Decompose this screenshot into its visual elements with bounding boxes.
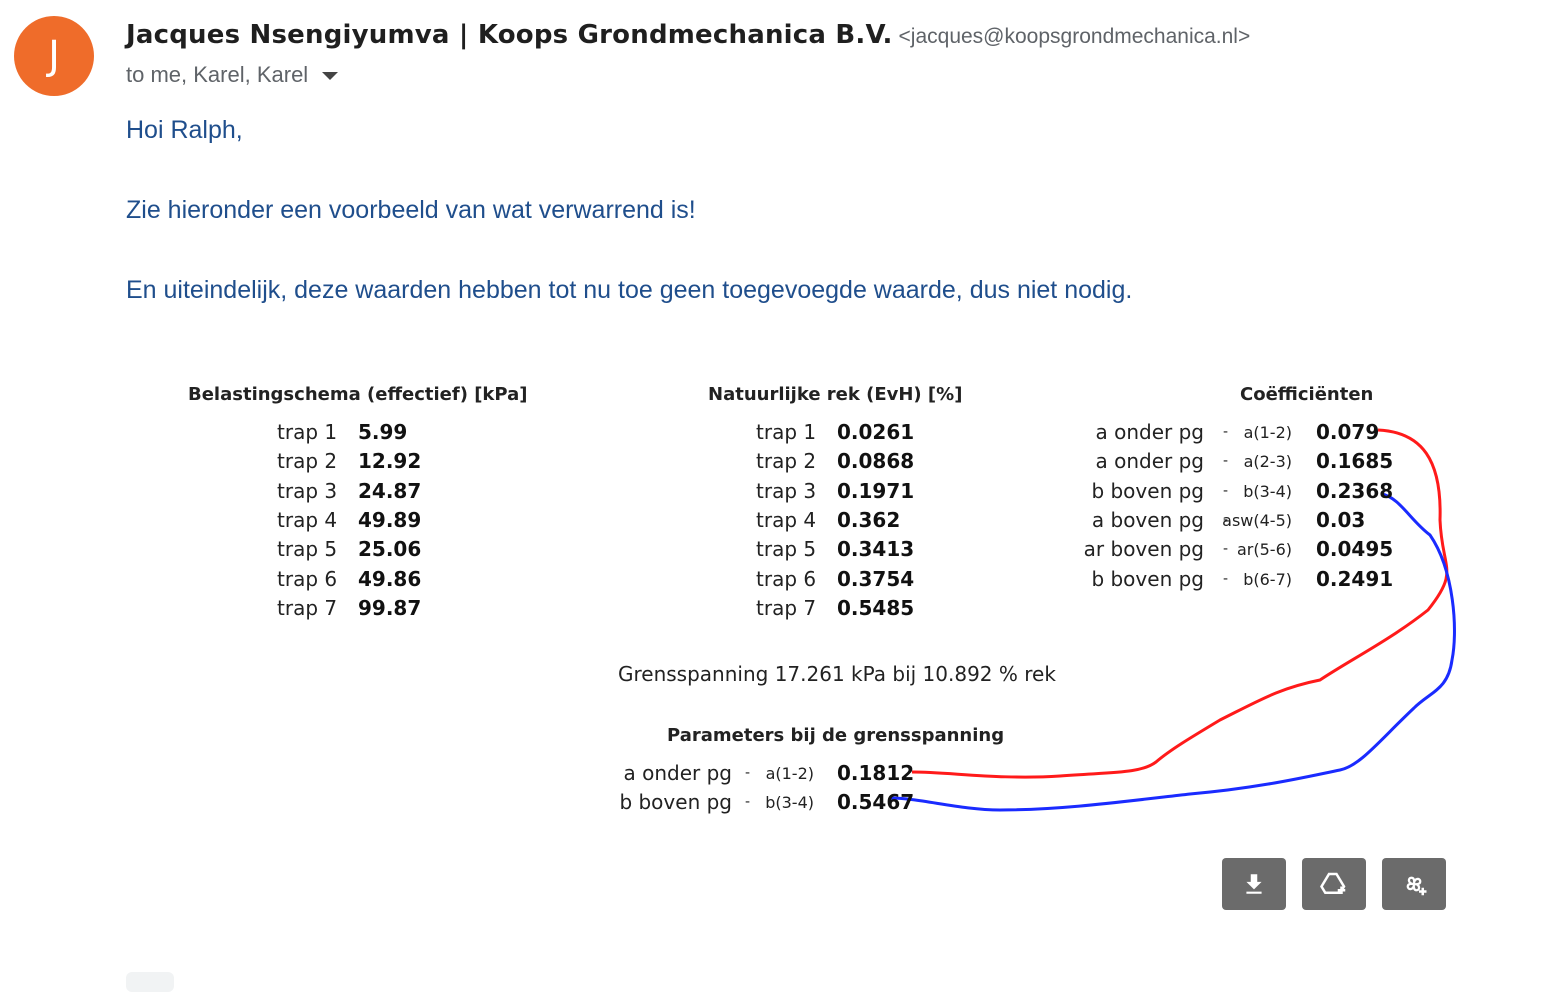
rek-row-label: trap 1 — [756, 420, 817, 444]
params-row-code: a(1-2) — [765, 764, 814, 783]
belasting-row-value: 99.87 — [358, 595, 422, 620]
download-button[interactable] — [1222, 858, 1286, 910]
params-title: Parameters bij de grensspanning — [667, 725, 1005, 746]
belasting-row-label: trap 5 — [277, 537, 338, 562]
avatar-initial: J — [48, 33, 60, 79]
coef-row-label: ar boven pg — [1083, 537, 1204, 562]
belasting-row-value: 25.06 — [358, 537, 422, 562]
coef-row-dash: - — [1223, 511, 1229, 528]
coef-row-value: 0.03 — [1316, 507, 1366, 532]
sender-email: <jacques@koopsgrondmechanica.nl> — [898, 25, 1251, 48]
params-row-dash: - — [745, 794, 751, 811]
coef-row-label: b boven pg — [1091, 478, 1204, 503]
coef-row-label: a boven pg — [1091, 507, 1204, 532]
body-line-3: En uiteindelijk, deze waarden hebben tot… — [126, 276, 1133, 304]
rek-row-label: trap 3 — [756, 478, 817, 503]
coef-row-code: asw(4-5) — [1222, 510, 1292, 530]
coef-row-code: b(6-7) — [1243, 569, 1292, 589]
coef-row-dash: - — [1223, 424, 1229, 440]
params-row-label: b boven pg — [619, 790, 732, 815]
coef-row-dash: - — [1223, 482, 1229, 499]
belasting-row-value: 12.92 — [358, 449, 422, 474]
add-to-photos-icon — [1406, 876, 1427, 896]
rek-row-value: 0.362 — [837, 507, 901, 532]
coef-row-value: 0.0495 — [1316, 537, 1394, 562]
rek-row-value: 0.0868 — [837, 449, 915, 474]
recipients-line: to me, Karel, Karel — [126, 62, 339, 88]
avatar[interactable]: J — [14, 16, 94, 96]
params-row-dash: - — [745, 765, 751, 781]
belasting-row-label: trap 7 — [277, 595, 338, 620]
rek-row-label: trap 6 — [756, 566, 817, 591]
recipients-text: to me, Karel, Karel — [126, 62, 309, 87]
add-to-drive-button[interactable] — [1302, 858, 1366, 910]
coef-row-label: b boven pg — [1091, 566, 1204, 591]
coef-row-code: a(1-2) — [1243, 423, 1292, 442]
params-row-value: 0.5467 — [837, 790, 915, 815]
bottom-chip[interactable] — [126, 972, 174, 992]
coef-row-dash: - — [1223, 541, 1229, 558]
belasting-row-label: trap 4 — [277, 507, 338, 532]
coef-row-dash: - — [1223, 570, 1229, 587]
params-row-label: a onder pg — [623, 761, 733, 785]
coef-title: Coëfficiënten — [1240, 384, 1374, 405]
rek-row-value: 0.0261 — [837, 420, 915, 444]
add-to-photos-button[interactable] — [1382, 858, 1446, 910]
belasting-row-label: trap 3 — [277, 478, 338, 503]
rek-row-value: 0.3413 — [837, 537, 915, 562]
belasting-row-value: 49.89 — [358, 507, 422, 532]
rek-row-value: 0.3754 — [837, 566, 915, 591]
belasting-row-value: 24.87 — [358, 478, 422, 503]
coef-row-dash: - — [1223, 453, 1229, 470]
coef-row-code: a(2-3) — [1243, 452, 1292, 472]
grensspanning-text: Grensspanning 17.261 kPa bij 10.892 % re… — [618, 662, 1056, 686]
rek-row-value: 0.1971 — [837, 478, 915, 503]
rek-row-label: trap 2 — [756, 449, 817, 474]
rek-row-label: trap 5 — [756, 537, 817, 562]
download-icon — [1246, 874, 1262, 894]
inline-image[interactable]: Belastingschema (effectief) [kPa] Natuur… — [160, 370, 1470, 830]
body-line-2: Zie hieronder een voorbeeld van wat verw… — [126, 196, 696, 224]
recipients-details-chevron-down-icon[interactable] — [322, 72, 339, 80]
coef-row-label: a onder pg — [1095, 449, 1205, 474]
belasting-row-value: 5.99 — [358, 420, 408, 444]
belasting-title: Belastingschema (effectief) [kPa] — [188, 384, 528, 405]
rek-row-label: trap 4 — [756, 507, 817, 532]
coef-row-value: 0.2491 — [1316, 566, 1394, 591]
coef-row-value: 0.1685 — [1316, 449, 1394, 474]
rek-title: Natuurlijke rek (EvH) [%] — [708, 384, 963, 405]
belasting-row-label: trap 1 — [277, 420, 338, 444]
belasting-row-label: trap 2 — [277, 449, 338, 474]
belasting-row-label: trap 6 — [277, 566, 338, 591]
add-to-drive-icon — [1320, 872, 1346, 894]
params-row-value: 0.1812 — [837, 761, 915, 785]
coef-row-code: b(3-4) — [1243, 481, 1292, 501]
belasting-row-value: 49.86 — [358, 566, 422, 591]
rek-row-value: 0.5485 — [837, 595, 915, 620]
coef-row-value: 0.2368 — [1316, 478, 1394, 503]
coef-row-label: a onder pg — [1095, 420, 1205, 444]
coef-row-code: ar(5-6) — [1237, 540, 1292, 560]
sender-name[interactable]: Jacques Nsengiyumva | Koops Grondmechani… — [126, 20, 893, 50]
params-row-code: b(3-4) — [765, 793, 814, 813]
coef-row-value: 0.079 — [1316, 420, 1380, 444]
sender-line: Jacques Nsengiyumva | Koops Grondmechani… — [126, 20, 1250, 50]
body-line-greeting: Hoi Ralph, — [126, 116, 243, 144]
rek-row-label: trap 7 — [756, 595, 817, 620]
